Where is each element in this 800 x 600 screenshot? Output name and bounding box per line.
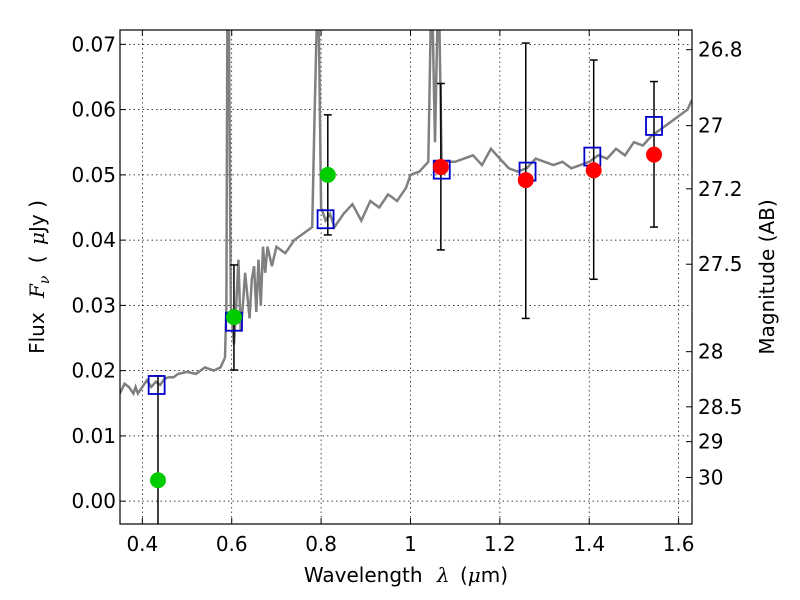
spectrum-series xyxy=(120,30,692,397)
model-square xyxy=(645,116,663,136)
y-tick-label: 0.06 xyxy=(71,98,116,122)
plot-frame xyxy=(119,29,693,525)
y2-tick-label: 29 xyxy=(698,430,723,454)
photometry-point xyxy=(517,172,534,189)
x-tick-label: 1 xyxy=(404,532,417,556)
y-tick-label: 0.00 xyxy=(71,489,116,513)
y2-tick-label: 30 xyxy=(698,465,723,489)
y2-tick-label: 27.5 xyxy=(698,252,743,276)
y2-tick-label: 27.2 xyxy=(698,177,743,201)
y2-tick-label: 28 xyxy=(698,340,723,364)
x-tick-label: 1.6 xyxy=(663,532,695,556)
photometry-points xyxy=(149,146,663,489)
y2-tick-label: 26.8 xyxy=(698,38,743,62)
y-tick-label: 0.05 xyxy=(71,163,116,187)
ticks xyxy=(120,30,692,524)
grid-lines xyxy=(120,30,692,524)
photometry-point xyxy=(149,472,166,489)
model-squares xyxy=(147,116,663,395)
photometry-point xyxy=(432,159,449,176)
x-axis-title: Wavelength λ (μm) xyxy=(304,563,508,587)
x-tick-label: 0.4 xyxy=(126,532,158,556)
y-tick-label: 0.04 xyxy=(71,228,116,252)
y2-axis-title: Magnitude (AB) xyxy=(755,199,779,354)
x-tick-label: 0.6 xyxy=(216,532,248,556)
photometry-point xyxy=(225,309,242,326)
x-tick-label: 1.4 xyxy=(573,532,605,556)
photometry-point xyxy=(585,162,602,179)
x-tick-label: 0.8 xyxy=(305,532,337,556)
y2-tick-label: 27 xyxy=(698,114,723,138)
x-tick-label: 1.2 xyxy=(484,532,516,556)
spectrum-line xyxy=(120,30,692,397)
photometry-point xyxy=(646,146,663,163)
y-tick-label: 0.02 xyxy=(71,359,116,383)
model-square xyxy=(147,375,166,395)
y2-tick-labels: 26.8 27 27.2 27.5 28 28.5 29 30 xyxy=(698,38,743,490)
y2-tick-label: 28.5 xyxy=(698,395,743,419)
y-axis-title: Flux Fν ( μJy ) xyxy=(25,200,54,354)
y-tick-label: 0.03 xyxy=(71,293,116,317)
photometry-point xyxy=(319,166,336,183)
y-tick-labels: 0.00 0.01 0.02 0.03 0.04 0.05 0.06 0.07 xyxy=(71,32,116,513)
model-square xyxy=(316,209,335,230)
x-tick-labels: 0.4 0.6 0.8 1 1.2 1.4 1.6 xyxy=(126,532,694,556)
y-tick-label: 0.01 xyxy=(71,424,116,448)
y-tick-label: 0.07 xyxy=(71,32,116,56)
